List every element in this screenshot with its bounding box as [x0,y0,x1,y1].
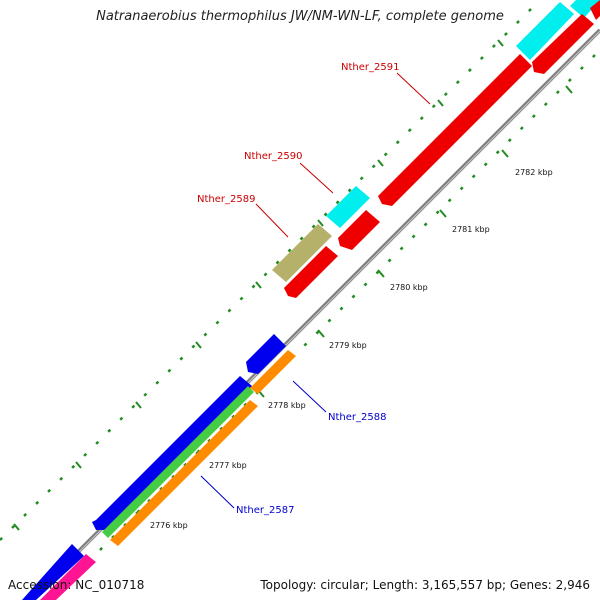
tick-mark [317,329,325,338]
tick-label: 2778 kbp [268,401,306,410]
gene-nther-2588-orange[interactable] [250,350,296,394]
gene-nther-2590-red[interactable] [338,210,380,250]
tick-mark [377,269,385,278]
tick-mark [13,523,20,531]
gene-pink-bottom[interactable] [40,554,96,600]
tick-mark [437,99,444,107]
tick-label: 2781 kbp [452,225,490,234]
gene-nther-2590-trna[interactable] [326,186,370,228]
gene-red-upper-b[interactable] [590,0,600,20]
leader-line-nther-2588 [292,380,327,413]
leader-line-nther-2589 [255,203,289,238]
leader-line-nther-2590 [299,162,334,194]
gene-label-nther-2590[interactable]: Nther_2590 [244,151,302,162]
gene-nther-2591-red[interactable] [378,54,532,206]
tick-label: 2780 kbp [390,283,428,292]
tick-label: 2777 kbp [209,461,247,470]
tick-mark [565,85,573,94]
tick-label: 2779 kbp [329,341,367,350]
tick-mark [501,149,509,158]
gene-red-upper[interactable] [532,14,594,74]
tick-mark [75,461,82,469]
gene-nther-2587-orange[interactable] [110,400,258,546]
accession-text: Accession: NC_010718 [8,578,145,592]
tick-mark [439,209,447,218]
tick-mark [255,281,262,289]
gene-blue-small[interactable] [246,334,286,374]
gene-nther-2589-red[interactable] [284,246,338,298]
gene-blue-bottom[interactable] [22,544,84,600]
tick-mark [195,341,202,349]
gene-label-nther-2589[interactable]: Nther_2589 [197,194,255,205]
gene-nther-2589-rrna[interactable] [272,224,332,282]
gene-label-nther-2587[interactable]: Nther_2587 [236,505,294,516]
gene-label-nther-2591[interactable]: Nther_2591 [341,62,399,73]
leader-line-nther-2591 [396,72,431,105]
map-title: Natranaerobius thermophilus JW/NM-WN-LF,… [96,9,504,24]
tick-mark [377,159,384,167]
tick-mark [317,219,324,227]
tick-mark [497,39,504,47]
leader-line-nther-2587 [200,475,235,509]
gene-cyan-upper[interactable] [516,2,574,60]
topology-summary: Topology: circular; Length: 3,165,557 bp… [260,578,590,592]
gene-label-nther-2588[interactable]: Nther_2588 [328,412,386,423]
gene-blue-long[interactable] [92,376,252,530]
tick-label: 2776 kbp [150,521,188,530]
tick-mark [135,401,142,409]
gene-nther-2587-green[interactable] [102,386,254,538]
gene-cyan-upper-b[interactable] [570,0,600,18]
guide-dotted-line [0,0,542,541]
tick-label: 2782 kbp [515,168,553,177]
